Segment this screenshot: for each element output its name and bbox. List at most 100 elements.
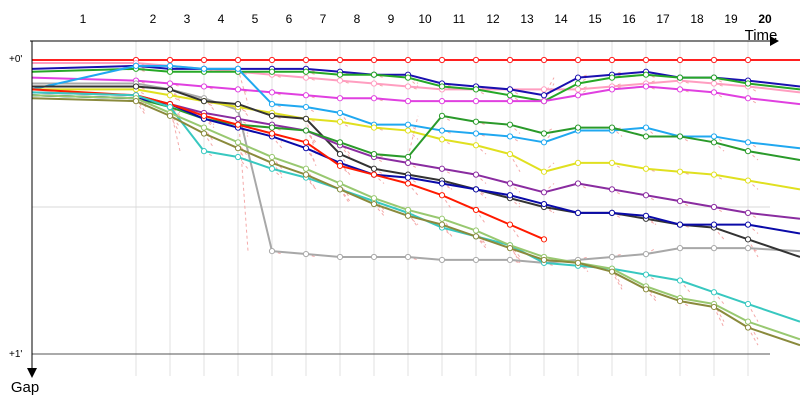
x-tick-label: 17: [656, 12, 670, 26]
data-point: [404, 83, 412, 90]
data-point: [132, 62, 140, 69]
data-point: [234, 56, 242, 64]
data-point: [370, 165, 378, 172]
data-point: [336, 95, 344, 102]
data-point: [574, 159, 582, 166]
data-point: [676, 297, 684, 305]
data-point: [302, 115, 310, 122]
tick-labels: 1 2 3 4 5 6 7 8 9 10 11 12 13 14 15 16 17 18 19 20+0'+1': [9, 12, 772, 360]
x-tick-label: 12: [486, 12, 500, 26]
data-point: [438, 215, 446, 222]
data-point: [710, 56, 718, 64]
data-point: [472, 142, 480, 149]
data-point: [438, 56, 446, 64]
data-point: [506, 56, 514, 64]
series-6: [32, 80, 800, 266]
axes: Time Gap: [11, 27, 779, 396]
data-point: [302, 139, 310, 146]
data-point: [268, 101, 276, 108]
data-point: [710, 139, 718, 146]
x-tick-label: 11: [453, 12, 466, 26]
data-point: [268, 68, 276, 75]
data-point: [336, 77, 344, 84]
data-point: [676, 56, 684, 64]
data-point: [370, 71, 378, 78]
data-point: [132, 98, 140, 105]
data-point: [336, 56, 344, 64]
data-point: [710, 303, 718, 311]
x-tick-label: 16: [622, 12, 636, 26]
data-point: [642, 133, 650, 140]
data-point: [744, 177, 752, 184]
data-point: [710, 80, 718, 87]
data-point: [438, 83, 446, 90]
data-point: [506, 245, 514, 252]
data-point: [336, 71, 344, 78]
data-point: [506, 150, 514, 158]
x-tick-label: 2: [150, 12, 157, 26]
data-point: [608, 159, 616, 166]
data-point: [472, 227, 480, 234]
transition-line: [407, 115, 419, 158]
data-point: [438, 165, 446, 172]
series-line: [31, 88, 545, 241]
data-point: [642, 71, 650, 78]
x-tick-label: 5: [252, 12, 259, 26]
data-point: [438, 112, 446, 119]
series-9: [32, 83, 800, 258]
data-point: [676, 198, 684, 205]
data-point: [540, 168, 548, 175]
data-point: [744, 80, 752, 87]
data-point: [506, 256, 514, 264]
data-point: [710, 203, 718, 211]
series-line: [32, 82, 800, 264]
data-point: [472, 118, 480, 125]
series-line: [31, 97, 800, 347]
data-point: [642, 271, 650, 278]
data-point: [642, 83, 650, 90]
data-point: [642, 212, 650, 219]
data-point: [268, 165, 276, 172]
y-axis-arrow: [27, 368, 37, 378]
data-point: [370, 124, 378, 131]
x-tick-label: 8: [354, 12, 361, 26]
x-tick-label: 9: [388, 12, 395, 26]
data-point: [676, 133, 684, 140]
data-point: [336, 253, 344, 261]
data-point: [676, 221, 684, 228]
data-point: [540, 56, 548, 64]
data-point: [506, 221, 514, 228]
data-point: [234, 145, 242, 152]
data-point: [710, 133, 718, 140]
data-point: [472, 171, 480, 178]
x-tick-label: 4: [218, 12, 225, 26]
data-point: [302, 68, 310, 75]
data-point: [302, 103, 310, 111]
data-point: [574, 209, 582, 216]
data-point: [506, 133, 514, 140]
data-point: [744, 95, 752, 102]
data-point: [166, 62, 174, 69]
data-point: [744, 245, 752, 252]
data-point: [166, 80, 174, 87]
data-point: [642, 165, 650, 172]
data-point: [404, 159, 412, 166]
data-point: [268, 124, 276, 131]
data-point: [302, 250, 310, 258]
data-point: [472, 206, 480, 214]
data-point: [370, 80, 378, 87]
data-point: [404, 127, 412, 134]
data-point: [234, 115, 242, 122]
series-7: [31, 62, 800, 150]
data-point: [574, 80, 582, 87]
data-point: [744, 324, 752, 331]
data-point: [642, 56, 650, 64]
data-point: [302, 145, 310, 152]
data-point: [404, 206, 412, 214]
x-tick-label: 6: [286, 12, 293, 26]
data-point: [404, 98, 412, 105]
transition-line: [237, 68, 249, 105]
data-point: [166, 103, 174, 111]
data-point: [506, 180, 514, 187]
